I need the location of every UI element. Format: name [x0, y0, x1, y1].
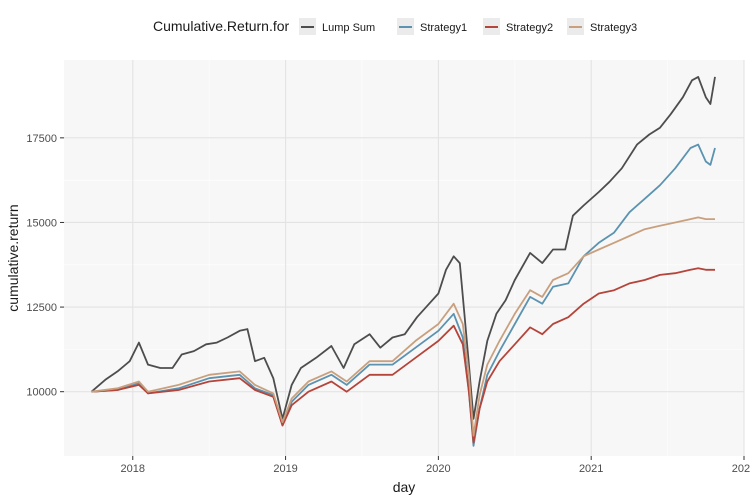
- y-axis-title: cumulative.return: [5, 204, 21, 311]
- y-tick-label: 12500: [26, 302, 57, 314]
- x-tick-label: 2021: [579, 463, 603, 475]
- legend-label: Strategy1: [420, 22, 467, 34]
- series-line: [91, 216, 715, 437]
- grid-major: [64, 60, 745, 456]
- plot-panel: [64, 60, 744, 456]
- x-tick-label: 2018: [121, 463, 145, 475]
- series-lines: [90, 76, 716, 447]
- legend-items: Lump Sum Strategy1 Strategy2 Strategy3: [299, 18, 637, 35]
- series-line: [91, 267, 715, 444]
- y-tick-label: 15000: [26, 217, 57, 229]
- grid-minor: [64, 60, 744, 456]
- x-tick-label: 2019: [273, 463, 297, 475]
- legend: Cumulative.Return.for Lump Sum Strategy1 S…: [153, 18, 637, 35]
- x-axis: 2018 2019 2020 2021 2022: [121, 456, 750, 475]
- legend-title: Cumulative.Return.for: [153, 18, 290, 34]
- legend-label: Strategy3: [590, 22, 637, 34]
- x-axis-title: day: [393, 479, 416, 495]
- y-tick-label: 17500: [26, 133, 57, 145]
- x-tick-label: 2020: [426, 463, 450, 475]
- y-axis: 10000 12500 15000 17500: [26, 133, 64, 399]
- series-line: [90, 76, 716, 420]
- legend-label: Strategy2: [506, 22, 553, 34]
- y-tick-label: 10000: [26, 387, 57, 399]
- x-tick-label: 2022: [732, 463, 750, 475]
- legend-label: Lump Sum: [322, 22, 375, 34]
